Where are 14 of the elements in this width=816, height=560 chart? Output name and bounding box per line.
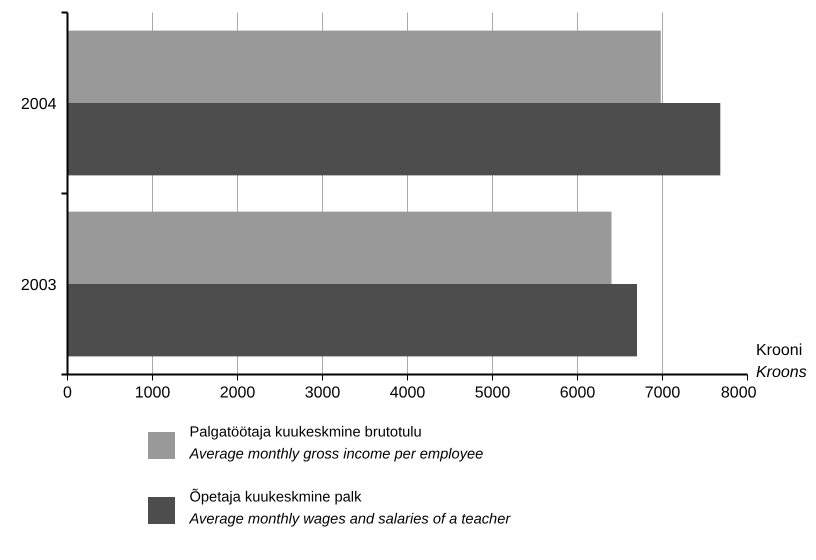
x-tick-label: 7000: [644, 384, 680, 402]
x-tick-label: 2000: [220, 384, 256, 402]
x-tick-label: 0: [63, 384, 72, 402]
x-tick-label: 1000: [134, 384, 170, 402]
x-tick-label: 6000: [560, 384, 596, 402]
x-tick-label: 3000: [304, 384, 340, 402]
x-tick-label: 5000: [474, 384, 510, 402]
legend-label: Palgatöötaja kuukeskmine brutotulu Average monthly gross income per employee: [188, 424, 484, 462]
x-tick-label: 4000: [390, 384, 426, 402]
legend-label: Õpetaja kuukeskmine palk Average monthly wages and salaries of a teacher: [188, 488, 512, 528]
x-axis-title: Krooni Kroons: [756, 341, 807, 383]
y-tick-label: 2004: [20, 96, 57, 113]
y-tick-label: 2003: [20, 277, 57, 294]
x-tick-label: 8000: [720, 384, 757, 402]
